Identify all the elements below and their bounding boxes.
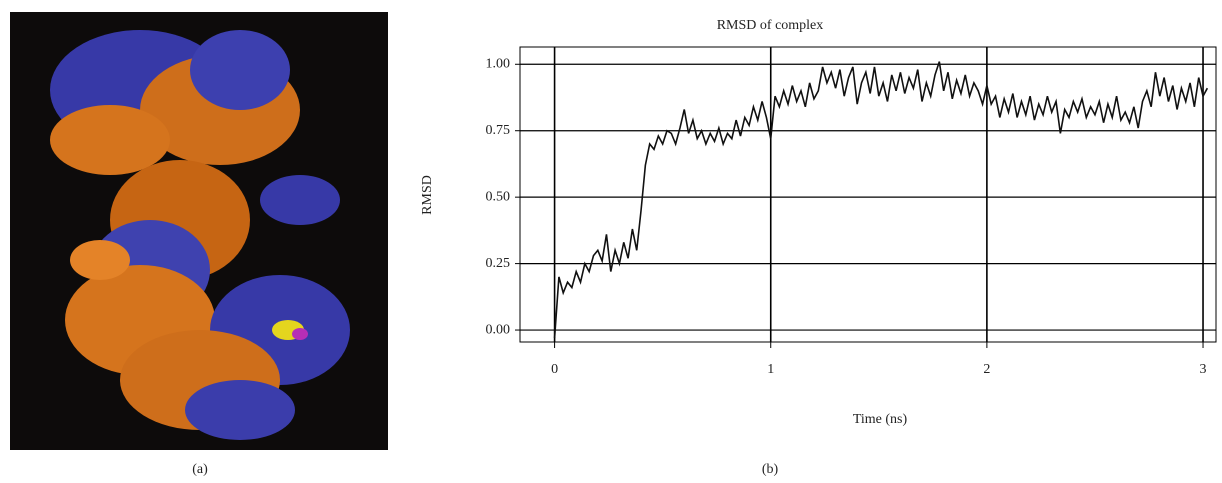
y-tick-label: 0.00	[486, 322, 511, 337]
y-tick-label: 0.25	[486, 256, 511, 271]
x-tick-label: 2	[983, 362, 990, 377]
y-tick-label: 0.50	[486, 189, 511, 204]
protein-image	[10, 12, 388, 450]
y-tick-label: 0.75	[486, 123, 511, 138]
x-axis-label: Time (ns)	[853, 412, 908, 427]
panel-label: (a)	[192, 462, 208, 477]
x-tick-label: 3	[1200, 362, 1207, 377]
chart-title: RMSD of complex	[717, 18, 824, 33]
x-tick-label: 0	[551, 362, 558, 377]
y-axis-label: RMSD	[420, 175, 435, 215]
plot-frame	[519, 46, 1217, 343]
y-tick-label: 1.00	[486, 56, 511, 71]
panel-label: (b)	[762, 462, 779, 477]
x-tick-label: 1	[767, 362, 774, 377]
data-line	[553, 61, 1209, 339]
